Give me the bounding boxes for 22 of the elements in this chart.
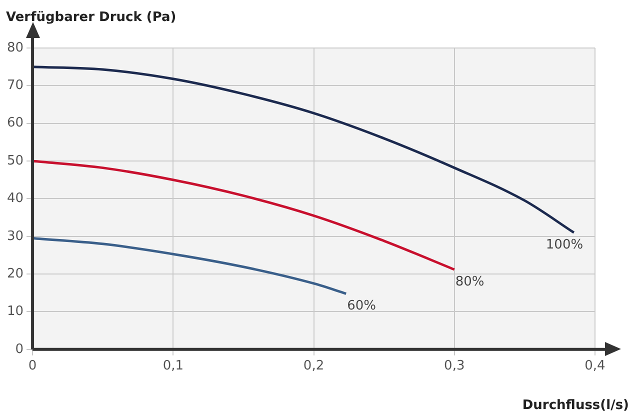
- line-series: [32, 66, 576, 234]
- x-tick-label: 0,4: [584, 358, 606, 374]
- series-label: 100%: [546, 237, 584, 252]
- y-tick-label: 30: [6, 228, 24, 244]
- y-tick-label: 80: [6, 40, 24, 56]
- line-series: [32, 160, 456, 271]
- series-label: 80%: [455, 274, 484, 290]
- y-tick-label: 0: [15, 342, 24, 357]
- y-axis-title: Verfügbarer Druck (Pa): [6, 10, 176, 25]
- x-axis-title: Durchfluss(l/s): [522, 398, 629, 413]
- series-label: 60%: [347, 298, 376, 314]
- x-tick-label: 0,3: [444, 358, 465, 374]
- x-tick-label: 0,1: [162, 358, 184, 374]
- x-tick-label: 0: [28, 358, 37, 374]
- line-series: [32, 237, 348, 295]
- y-tick-label: 10: [6, 304, 24, 320]
- x-tick-label: 0,2: [303, 358, 324, 374]
- y-tick-label: 50: [6, 153, 24, 168]
- y-tick-label: 70: [6, 78, 24, 94]
- y-tick-label: 20: [6, 266, 24, 282]
- y-tick-label: 60: [6, 116, 24, 131]
- y-tick-label: 40: [6, 191, 24, 206]
